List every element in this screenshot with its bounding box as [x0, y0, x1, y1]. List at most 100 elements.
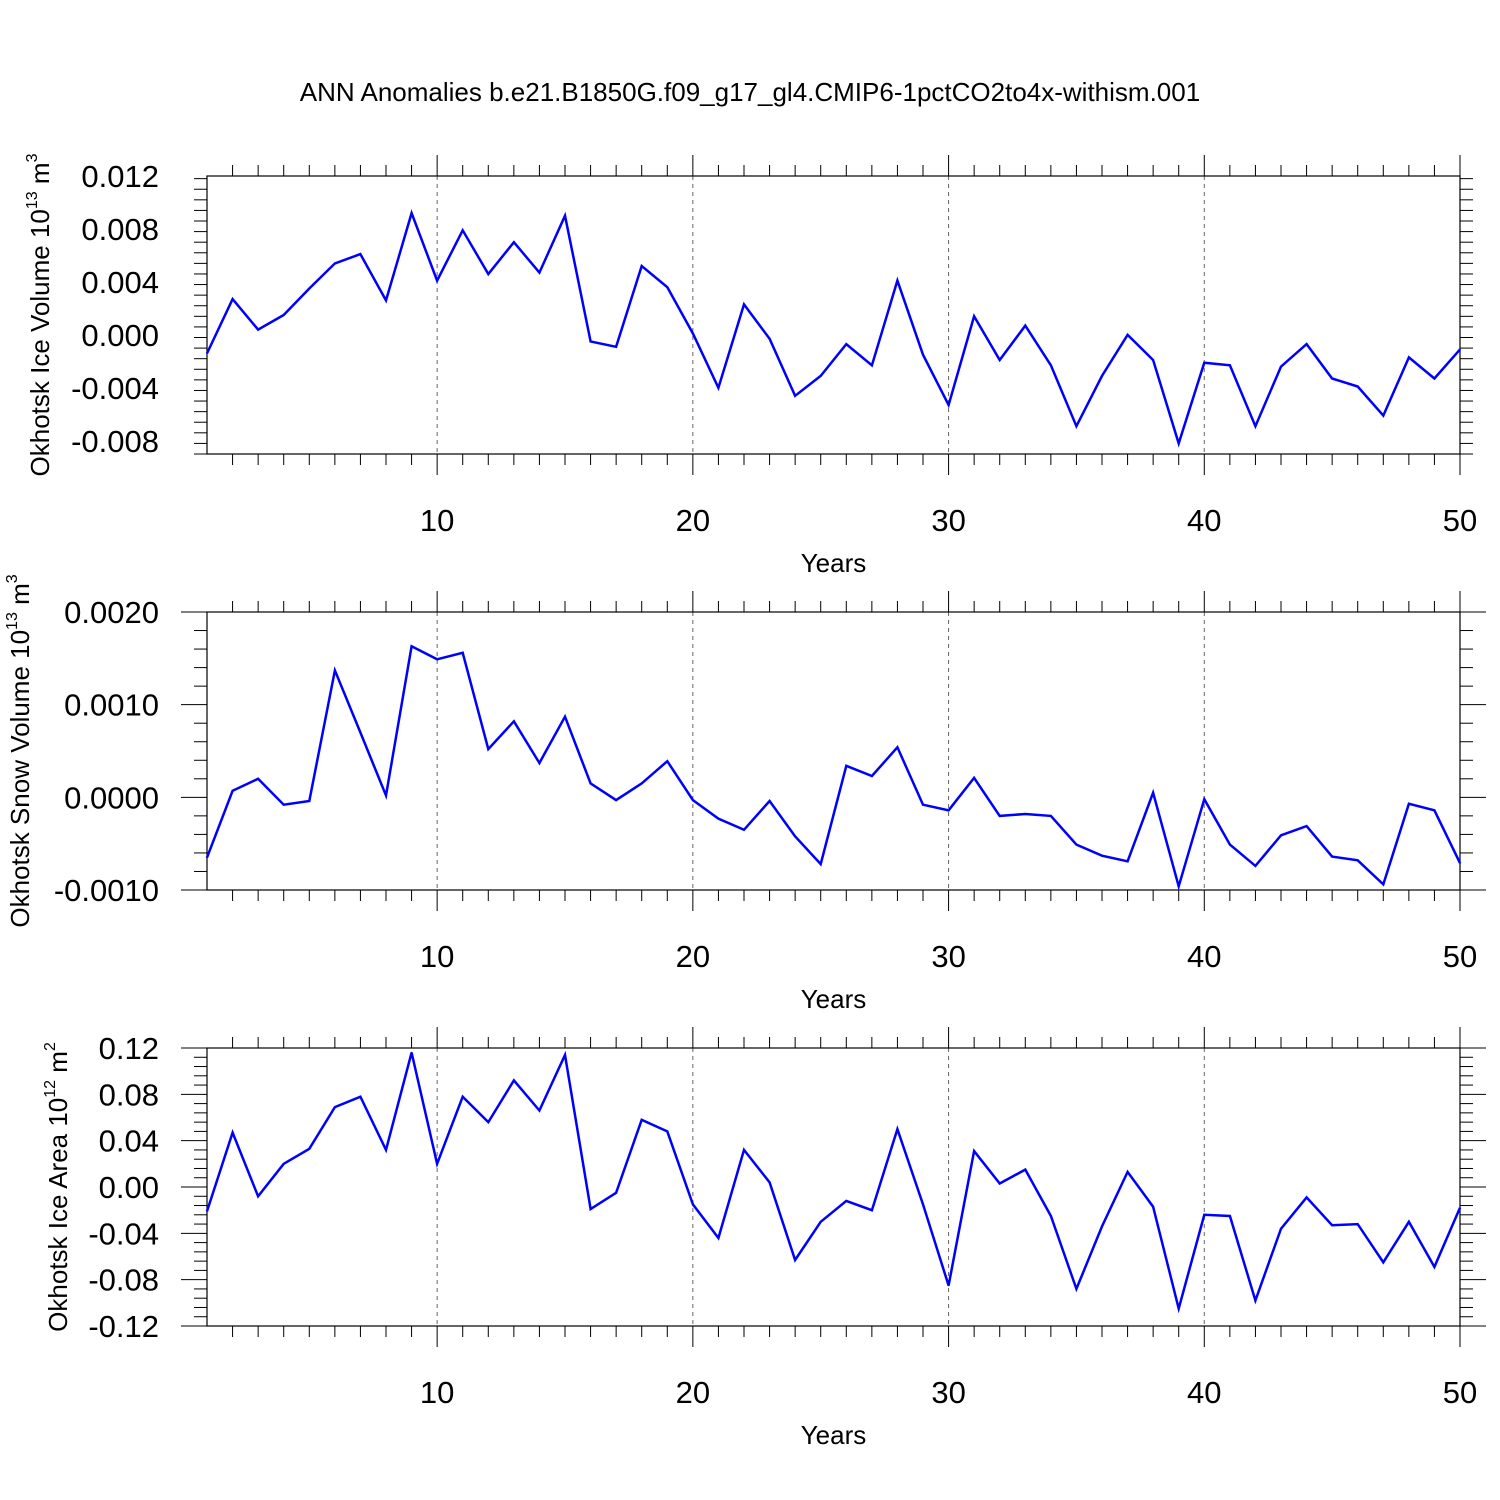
y-tick-label: -0.08 — [88, 1263, 159, 1298]
data-point — [513, 241, 515, 243]
x-axis-label: Years — [801, 1420, 867, 1450]
data-point — [1254, 1299, 1257, 1302]
data-point — [1229, 1215, 1231, 1217]
x-tick-label: 10 — [420, 1375, 454, 1410]
y-tick-label: -0.04 — [88, 1216, 159, 1251]
y-tick-label: 0.04 — [99, 1124, 159, 1159]
data-point — [1408, 356, 1410, 359]
data-point — [666, 1130, 669, 1133]
data-point — [1126, 334, 1129, 336]
panel-3: -0.12 -0.08 -0.04 0.00 0.04 0.08 0.12 10 20 30 40 5… — [42, 1027, 1486, 1450]
data-point — [794, 835, 796, 838]
data-point — [1075, 843, 1078, 846]
data-point — [768, 338, 771, 340]
data-point — [743, 303, 745, 306]
panel-1: -0.008 -0.004 0.000 0.004 0.008 0.012 10 20 30 40… — [24, 153, 1477, 578]
series-line — [205, 644, 1462, 891]
data-point — [1203, 1214, 1206, 1216]
data-point — [743, 1149, 745, 1151]
data-point — [308, 1148, 311, 1150]
data-point — [538, 271, 541, 274]
data-point — [257, 778, 259, 780]
x-tick-label: 40 — [1187, 503, 1221, 538]
data-point — [1433, 809, 1436, 812]
data-point — [1305, 825, 1308, 827]
data-point — [1152, 791, 1154, 794]
y-tick-label: -0.12 — [88, 1309, 159, 1344]
data-point — [1408, 803, 1410, 805]
data-point — [998, 1182, 1001, 1185]
data-point — [564, 1054, 566, 1056]
data-point — [359, 253, 362, 255]
data-point — [461, 229, 464, 232]
y-axis-label: Okhotsk Ice Area 1012 m2 — [42, 1042, 73, 1332]
data-point — [1356, 385, 1359, 388]
data-point — [794, 395, 796, 397]
data-point — [871, 364, 873, 367]
data-point — [1152, 1205, 1154, 1208]
data-point — [947, 404, 950, 406]
data-point — [461, 652, 464, 654]
data-point — [1331, 377, 1333, 380]
data-point — [1459, 1207, 1461, 1209]
data-point — [1280, 1227, 1282, 1230]
data-point — [206, 1210, 208, 1213]
data-point — [308, 287, 311, 290]
data-point — [845, 765, 848, 767]
data-point — [1203, 798, 1206, 800]
data-point — [1408, 1221, 1410, 1223]
x-tick-label: 30 — [931, 503, 965, 538]
data-point — [666, 286, 669, 289]
data-point — [589, 340, 592, 343]
data-point — [359, 1095, 362, 1098]
data-point — [1229, 364, 1231, 367]
data-point — [1459, 348, 1461, 351]
y-tick-label: -0.004 — [71, 371, 159, 406]
data-point — [615, 346, 617, 348]
data-point — [487, 748, 490, 750]
data-point — [282, 314, 285, 316]
data-point — [589, 1208, 592, 1210]
data-point — [1050, 1215, 1052, 1217]
x-tick-label: 20 — [676, 503, 710, 538]
data-point — [998, 359, 1001, 361]
x-tick-label: 40 — [1187, 1375, 1221, 1410]
data-point — [1177, 885, 1180, 888]
data-point — [231, 790, 234, 792]
x-tick-label: 10 — [420, 939, 454, 974]
figure-title: ANN Anomalies b.e21.B1850G.f09_g17_gl4.C… — [300, 77, 1200, 107]
y-tick-label: -0.008 — [71, 424, 159, 459]
data-point — [896, 279, 899, 282]
data-point — [1356, 1223, 1359, 1225]
data-point — [1382, 1261, 1385, 1264]
x-tick-label: 30 — [931, 939, 965, 974]
plot-frame — [206, 175, 1461, 455]
y-tick-label: 0.08 — [99, 1077, 159, 1112]
x-tick-label: 50 — [1443, 503, 1477, 538]
data-point — [436, 1163, 438, 1165]
data-point — [922, 1203, 924, 1206]
data-point — [461, 1095, 464, 1098]
data-point — [922, 353, 924, 356]
data-point — [871, 775, 873, 777]
panels: -0.008 -0.004 0.000 0.004 0.008 0.012 10 20 30 40… — [4, 153, 1486, 1450]
data-point — [1229, 843, 1231, 846]
data-point — [513, 1079, 515, 1082]
x-tick-label: 50 — [1443, 1375, 1477, 1410]
data-point — [717, 1237, 720, 1239]
data-point — [998, 815, 1001, 817]
data-point — [692, 799, 694, 801]
data-point — [1177, 442, 1180, 445]
data-point — [640, 782, 643, 785]
data-point — [1331, 1224, 1333, 1226]
data-point — [1280, 834, 1282, 837]
x-axis-label: Years — [801, 548, 867, 578]
series-line — [205, 209, 1461, 448]
data-point — [589, 782, 592, 785]
series-line — [205, 1050, 1462, 1314]
data-point — [538, 762, 541, 764]
data-point — [717, 817, 720, 820]
data-point — [871, 1209, 873, 1211]
data-point — [1050, 815, 1052, 817]
data-point — [385, 1149, 387, 1151]
